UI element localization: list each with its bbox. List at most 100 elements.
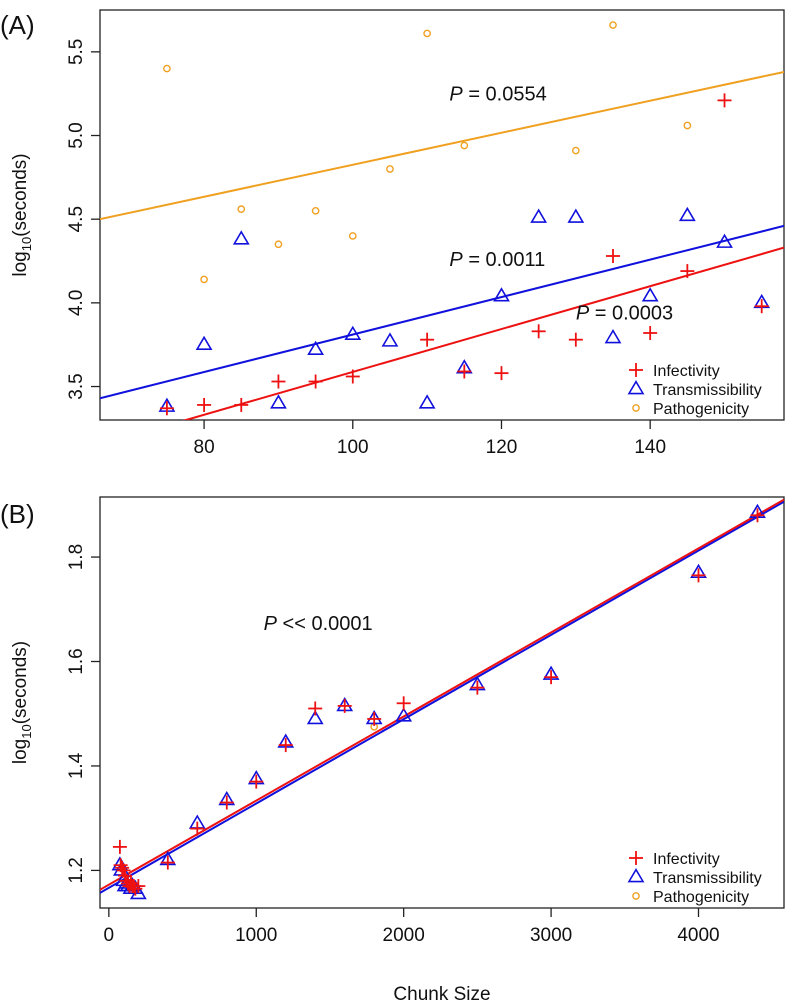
p-value-annotation: P = 0.0554: [449, 83, 546, 105]
legend-label: Transmissibility: [653, 382, 762, 399]
fit-line-transmissibility: [100, 224, 784, 400]
point-pathogenicity: [237, 205, 246, 213]
y-tick-label: 1.2: [66, 857, 87, 883]
point-infectivity: [160, 855, 175, 870]
point-pathogenicity: [348, 232, 357, 240]
point-infectivity: [531, 324, 546, 339]
x-tick-label: 80: [194, 437, 215, 458]
x-tick-label: 4000: [677, 925, 719, 946]
p-value-annotation: P = 0.0003: [576, 303, 673, 325]
x-tick-label: 1000: [235, 925, 277, 946]
point-transmissibility: [344, 325, 362, 340]
plot-area: [100, 21, 784, 420]
point-infectivity: [568, 332, 583, 347]
y-axis-label-unit: (seconds): [10, 153, 31, 236]
y-tick-label: 3.5: [66, 373, 87, 399]
legend-label: Pathogenicity: [653, 889, 749, 906]
legend-marker-infectivity: [629, 851, 643, 865]
y-tick-label: 4.0: [66, 290, 87, 316]
legend-marker-pathogenicity: [632, 404, 640, 412]
plot-area: [100, 498, 784, 900]
y-axis-label-unit: (seconds): [10, 641, 31, 724]
point-transmissibility: [604, 329, 622, 344]
legend: Infectivity Transmissibility Pathogenicity: [627, 363, 762, 418]
p-italic: P: [449, 83, 463, 105]
y-axis-label-subscript: 10: [19, 724, 34, 738]
point-pathogenicity: [423, 29, 431, 38]
point-infectivity: [754, 299, 769, 314]
fit-line-infectivity: [182, 246, 784, 420]
point-transmissibility: [641, 287, 659, 302]
legend-marker-pathogenicity: [632, 892, 640, 900]
y-axis-label-subscript: 10: [19, 237, 34, 251]
point-pathogenicity: [609, 21, 617, 29]
point-pathogenicity: [274, 240, 283, 249]
y-axis-label: log10(seconds): [10, 153, 34, 276]
point-transmissibility: [381, 332, 399, 347]
point-infectivity: [308, 374, 323, 389]
point-transmissibility: [395, 707, 413, 722]
y-axis-label-base: log: [10, 739, 31, 764]
legend-marker-transmissibility: [627, 868, 645, 883]
p-value: = 0.0554: [463, 83, 547, 105]
point-transmissibility: [270, 394, 287, 409]
point-infectivity: [337, 698, 352, 713]
point-transmissibility: [567, 208, 585, 223]
point-infectivity: [159, 401, 174, 416]
legend-label: Infectivity: [653, 851, 720, 868]
legend-label: Infectivity: [653, 363, 720, 380]
point-infectivity: [470, 680, 485, 695]
point-infectivity: [457, 364, 472, 379]
p-italic: P: [576, 303, 590, 325]
p-value-annotation: P << 0.0001: [264, 613, 373, 635]
point-infectivity: [278, 738, 293, 753]
y-tick-label: 1.6: [66, 648, 87, 674]
point-pathogenicity: [386, 165, 394, 173]
point-infectivity: [396, 696, 411, 711]
point-infectivity: [115, 860, 130, 875]
point-infectivity: [128, 881, 143, 896]
point-transmissibility: [493, 287, 510, 302]
y-axis-label: log10(seconds): [10, 641, 34, 764]
point-pathogenicity: [460, 141, 469, 150]
point-pathogenicity: [311, 206, 320, 215]
point-infectivity: [219, 795, 234, 810]
fit-line-transmissibility: [100, 500, 784, 894]
y-axis-label-base: log: [10, 251, 31, 276]
x-tick-label: 0: [104, 925, 115, 946]
y-tick-label: 1.8: [66, 544, 87, 570]
point-pathogenicity: [200, 275, 208, 284]
legend-label: Pathogenicity: [653, 401, 749, 418]
point-infectivity: [131, 879, 146, 894]
y-tick-label: 5.5: [66, 39, 87, 65]
point-infectivity: [190, 821, 205, 836]
point-pathogenicity: [571, 146, 580, 155]
panel-label: (B): [0, 499, 35, 529]
legend-marker-transmissibility: [627, 380, 645, 395]
x-tick-label: 100: [337, 437, 369, 458]
point-infectivity: [606, 249, 620, 263]
x-axis-label: Chunk Size: [393, 984, 490, 1005]
plot-frame: [99, 9, 785, 421]
legend-marker-infectivity: [629, 363, 643, 377]
point-infectivity: [544, 670, 559, 685]
p-italic: P: [449, 249, 463, 271]
point-infectivity: [308, 701, 323, 716]
point-transmissibility: [678, 206, 696, 222]
point-transmissibility: [716, 233, 733, 248]
legend-label: Transmissibility: [653, 870, 762, 887]
p-italic: P: [264, 613, 278, 635]
y-tick-label: 1.4: [66, 752, 87, 779]
fit-line-infectivity: [100, 498, 784, 891]
point-infectivity: [367, 711, 382, 726]
p-value: = 0.0003: [589, 303, 673, 325]
x-tick-label: 2000: [383, 925, 425, 946]
panel-b: (B) 0 1000 2000 3000 4000 1.2 1.4 1.6 1.8 log10(se…: [0, 496, 785, 1005]
p-value: << 0.0001: [277, 613, 373, 635]
point-transmissibility: [195, 335, 213, 351]
x-tick-label: 140: [634, 437, 666, 458]
panel-a: (A) 80 100 120 140 3.5 4.0 4.5 5.0 5.5 log10(secon…: [0, 9, 785, 458]
point-infectivity: [717, 93, 732, 108]
point-transmissibility: [307, 340, 325, 356]
